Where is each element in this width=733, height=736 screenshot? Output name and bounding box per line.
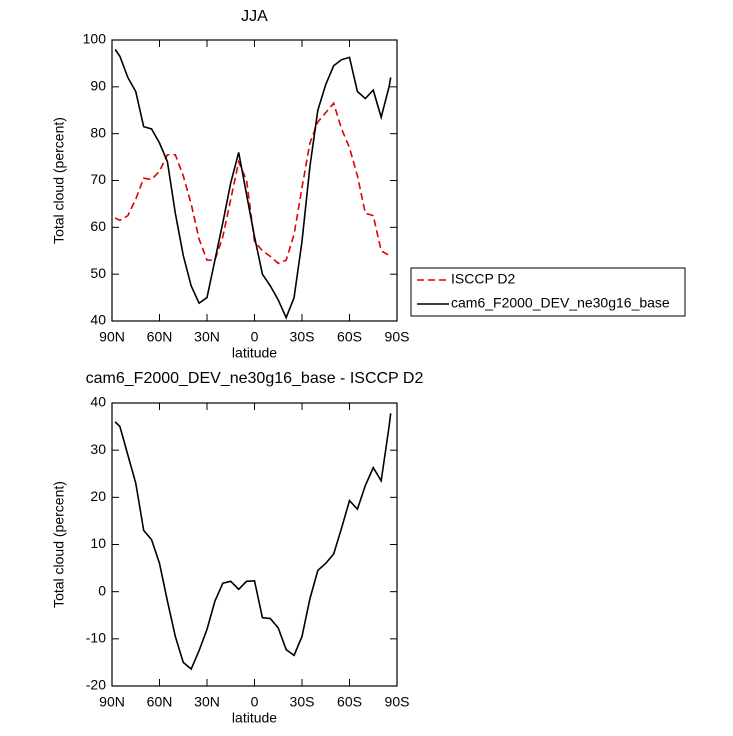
- x-tick-label: 60S: [337, 329, 362, 345]
- x-tick-label: 60N: [147, 694, 173, 710]
- data-line: [114, 101, 392, 265]
- y-tick-label: -20: [86, 677, 106, 693]
- x-axis-label: latitude: [232, 345, 277, 361]
- y-axis-label: Total cloud (percent): [51, 481, 67, 608]
- chart-title: JJA: [241, 8, 268, 25]
- x-axis-label: latitude: [232, 710, 277, 726]
- y-tick-label: 60: [90, 218, 106, 234]
- y-tick-label: 0: [98, 582, 106, 598]
- x-tick-label: 0: [251, 694, 259, 710]
- plot-frame: [111, 402, 398, 687]
- chart-title: cam6_F2000_DEV_ne30g16_base - ISCCP D2: [86, 370, 424, 387]
- x-tick-label: 30S: [290, 329, 315, 345]
- x-tick-label: 90N: [99, 694, 125, 710]
- y-tick-label: 40: [90, 394, 106, 410]
- y-tick-label: 30: [90, 441, 106, 457]
- x-tick-label: 30S: [290, 694, 315, 710]
- y-tick-label: 80: [90, 124, 106, 140]
- x-tick-label: 60S: [337, 694, 362, 710]
- legend-label: cam6_F2000_DEV_ne30g16_base: [451, 295, 670, 311]
- plot-frame: [111, 39, 398, 322]
- y-tick-label: 20: [90, 488, 106, 504]
- data-line: [114, 413, 392, 671]
- y-tick-label: -10: [86, 630, 106, 646]
- x-tick-label: 30N: [194, 329, 220, 345]
- legend-box: [410, 267, 686, 317]
- y-tick-label: 100: [83, 31, 107, 47]
- y-tick-label: 10: [90, 535, 106, 551]
- y-tick-label: 40: [90, 312, 106, 328]
- y-axis-label: Total cloud (percent): [51, 117, 67, 244]
- x-tick-label: 30N: [194, 694, 220, 710]
- y-tick-label: 70: [90, 171, 106, 187]
- x-tick-label: 90N: [99, 329, 125, 345]
- data-line: [114, 48, 392, 320]
- y-tick-label: 50: [90, 265, 106, 281]
- x-tick-label: 0: [251, 329, 259, 345]
- x-tick-label: 60N: [147, 329, 173, 345]
- x-tick-label: 90S: [385, 329, 410, 345]
- y-tick-label: 90: [90, 78, 106, 94]
- legend-label: ISCCP D2: [451, 271, 516, 287]
- x-tick-label: 90S: [385, 694, 410, 710]
